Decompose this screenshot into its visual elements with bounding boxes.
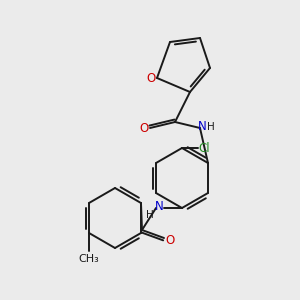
Text: H: H	[207, 122, 215, 132]
Text: H: H	[146, 210, 154, 220]
Text: N: N	[198, 121, 206, 134]
Text: N: N	[154, 200, 164, 214]
Text: O: O	[165, 233, 175, 247]
Text: O: O	[140, 122, 148, 134]
Text: Cl: Cl	[198, 142, 210, 154]
Text: CH₃: CH₃	[79, 254, 99, 264]
Text: O: O	[146, 71, 156, 85]
